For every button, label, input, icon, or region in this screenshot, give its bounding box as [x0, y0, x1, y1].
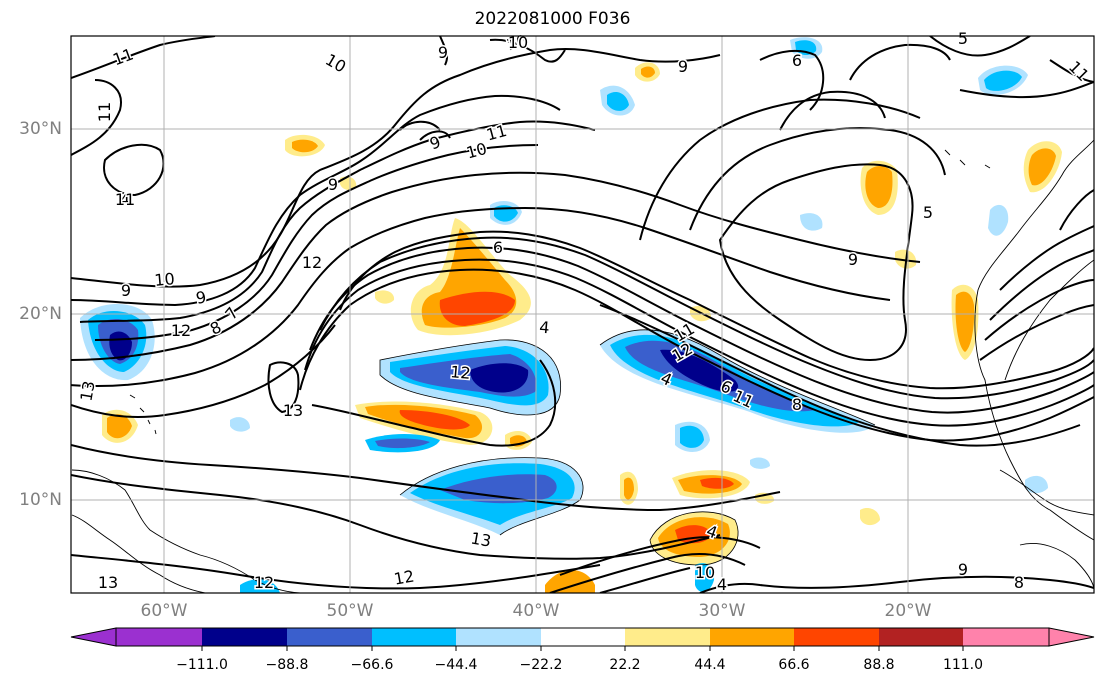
contour-label: 12 [171, 321, 191, 340]
contour-label: 12 [450, 362, 472, 383]
colorbar-tick-label: −66.6 [350, 657, 394, 673]
contour-label: 9 [121, 281, 131, 300]
colorbar-tick-label: −44.4 [434, 657, 478, 673]
contour-label: 8 [792, 395, 802, 414]
contour-label: 9 [194, 287, 207, 307]
contour-label: 9 [427, 132, 443, 153]
contour-label: 13 [283, 401, 303, 420]
lon-label-30w: 30°W [698, 601, 746, 621]
contour-label: 9 [848, 250, 858, 269]
lon-label-20w: 20°W [884, 601, 932, 621]
contour-label: 11 [115, 190, 135, 209]
contour-label: 4 [539, 318, 551, 338]
contour-label: 12 [392, 566, 415, 588]
contour-label: 9 [678, 57, 688, 76]
map-frame [70, 35, 1095, 594]
contour-label: 13 [98, 573, 118, 592]
colorbar-tick-label: 66.6 [778, 657, 810, 673]
lon-label-60w: 60°W [140, 601, 188, 621]
map-title: 2022081000 F036 [474, 9, 631, 29]
contour-label: 5 [958, 29, 968, 48]
contour-label: 7 [221, 303, 242, 323]
contour-label: 11 [110, 44, 136, 69]
contour-label: 10 [154, 269, 176, 290]
colorbar-tick-label: −88.8 [265, 657, 309, 673]
thin-contours [379, 329, 876, 566]
contour-label: 10 [464, 139, 489, 163]
contour-label: 6 [792, 51, 802, 70]
contour-label: 9 [958, 560, 968, 579]
contour-label: 5 [923, 203, 933, 222]
lat-lon-gridlines [71, 36, 1094, 593]
lon-label-50w: 50°W [326, 601, 374, 621]
colorbar-tick-label: −111.0 [176, 657, 228, 673]
contour-label: 8 [207, 317, 224, 339]
contour-label: 10 [322, 50, 349, 77]
colorbar-tick-label: 111.0 [942, 657, 984, 673]
lat-label-10n: 10°N [19, 490, 62, 510]
contour-label: 13 [469, 528, 492, 550]
contour-label: 10 [695, 563, 715, 582]
contour-label: 12 [254, 573, 274, 592]
contour-label: 10 [508, 33, 528, 52]
colorbar-tick-label: 22.2 [609, 657, 641, 673]
coastlines [71, 139, 1094, 593]
contour-labels: 11 10 9 109 65411111099101191210987641213131… [75, 28, 1094, 596]
colorbar-tick-label: −22.2 [519, 657, 563, 673]
lon-label-40w: 40°W [512, 601, 560, 621]
contour-label: 8 [1014, 573, 1024, 592]
colorbar-tick-label: 44.4 [694, 657, 726, 673]
contour-label: 6 [493, 238, 503, 257]
colorbar [70, 627, 1095, 651]
contour-label: 13 [76, 379, 98, 402]
colorbar-tick-label: 88.8 [863, 657, 895, 673]
lat-label-30n: 30°N [19, 119, 62, 139]
contour-label: 4 [120, 190, 130, 209]
contour-label: 4 [717, 575, 727, 594]
contour-label: 9 [328, 175, 338, 194]
lat-label-20n: 20°N [19, 304, 62, 324]
contour-label: 12 [302, 253, 322, 272]
shaded-anomaly-field [80, 37, 1062, 593]
contour-label: 11 [95, 102, 114, 122]
contour-label: 9 [438, 43, 448, 62]
